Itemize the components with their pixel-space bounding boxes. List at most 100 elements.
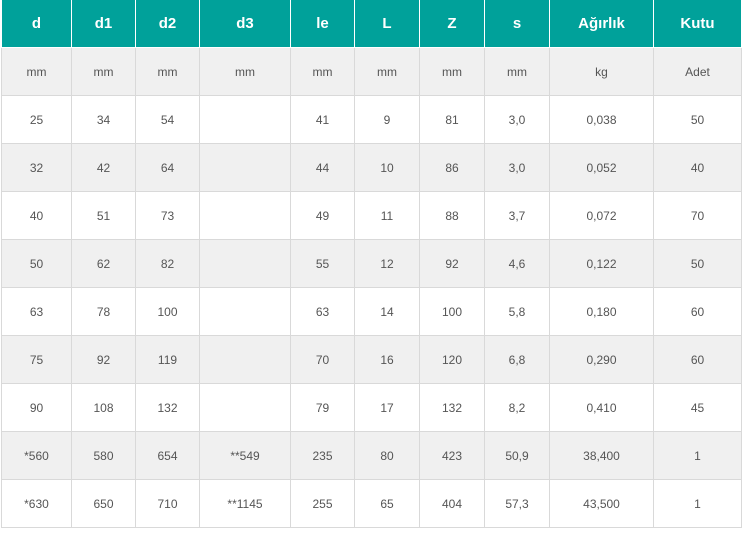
table-row: 40 51 73 49 11 88 3,7 0,072 70 <box>1 191 742 240</box>
table-cell: 65 <box>354 479 420 528</box>
header-cell: Z <box>419 0 485 48</box>
unit-cell: mm <box>354 47 420 96</box>
table-cell: 50,9 <box>484 431 550 480</box>
header-cell: d3 <box>199 0 291 48</box>
table-cell: 4,6 <box>484 239 550 288</box>
table-cell: 0,410 <box>549 383 654 432</box>
table-cell: 10 <box>354 143 420 192</box>
table-row: *560 580 654 **549 235 80 423 50,9 38,400 1 <box>1 431 742 480</box>
table-cell: 0,122 <box>549 239 654 288</box>
table-cell: 12 <box>354 239 420 288</box>
header-cell: Kutu <box>653 0 742 48</box>
table-row: 90 108 132 79 17 132 8,2 0,410 45 <box>1 383 742 432</box>
table-cell: 40 <box>1 191 72 240</box>
table-cell: 82 <box>135 239 200 288</box>
table-cell: 60 <box>653 335 742 384</box>
table-row: 75 92 119 70 16 120 6,8 0,290 60 <box>1 335 742 384</box>
table-cell: 70 <box>653 191 742 240</box>
unit-cell: kg <box>549 47 654 96</box>
table-cell: 108 <box>71 383 136 432</box>
table-cell: 423 <box>419 431 485 480</box>
header-cell: le <box>290 0 355 48</box>
table-cell: 49 <box>290 191 355 240</box>
table-cell: 404 <box>419 479 485 528</box>
table-cell: 75 <box>1 335 72 384</box>
table-cell: 654 <box>135 431 200 480</box>
table-cell: 17 <box>354 383 420 432</box>
header-row: d d1 d2 d3 le L Z s Ağırlık Kutu <box>1 0 742 48</box>
table-cell: *560 <box>1 431 72 480</box>
unit-cell: mm <box>1 47 72 96</box>
unit-cell: mm <box>135 47 200 96</box>
table-cell <box>199 143 291 192</box>
table-cell: 42 <box>71 143 136 192</box>
table-cell: 5,8 <box>484 287 550 336</box>
table-cell: 11 <box>354 191 420 240</box>
table-cell: 81 <box>419 95 485 144</box>
table-cell: 50 <box>1 239 72 288</box>
table-cell: 73 <box>135 191 200 240</box>
table-cell: 92 <box>419 239 485 288</box>
table-cell: 580 <box>71 431 136 480</box>
table-cell: 100 <box>135 287 200 336</box>
table-cell: 1 <box>653 431 742 480</box>
table-cell: 34 <box>71 95 136 144</box>
table-cell: 9 <box>354 95 420 144</box>
table-cell: 54 <box>135 95 200 144</box>
table-cell: 119 <box>135 335 200 384</box>
table-cell: 0,072 <box>549 191 654 240</box>
table-row: 25 34 54 41 9 81 3,0 0,038 50 <box>1 95 742 144</box>
table-cell: 38,400 <box>549 431 654 480</box>
table-cell: 63 <box>290 287 355 336</box>
table-cell: **1145 <box>199 479 291 528</box>
table-cell: 100 <box>419 287 485 336</box>
table-cell: 86 <box>419 143 485 192</box>
table-cell: 0,290 <box>549 335 654 384</box>
table-cell: 88 <box>419 191 485 240</box>
table-cell: 51 <box>71 191 136 240</box>
table-cell: 57,3 <box>484 479 550 528</box>
table-cell: 41 <box>290 95 355 144</box>
unit-cell: mm <box>290 47 355 96</box>
table-cell: 64 <box>135 143 200 192</box>
table-cell: 55 <box>290 239 355 288</box>
table-cell: 25 <box>1 95 72 144</box>
table-cell: 43,500 <box>549 479 654 528</box>
table-cell: 62 <box>71 239 136 288</box>
table-cell: 45 <box>653 383 742 432</box>
header-cell: s <box>484 0 550 48</box>
table-cell: 60 <box>653 287 742 336</box>
unit-cell: mm <box>199 47 291 96</box>
table-cell: 80 <box>354 431 420 480</box>
table-cell: *630 <box>1 479 72 528</box>
table-row: 63 78 100 63 14 100 5,8 0,180 60 <box>1 287 742 336</box>
table-row: 50 62 82 55 12 92 4,6 0,122 50 <box>1 239 742 288</box>
table-cell: 40 <box>653 143 742 192</box>
unit-cell: mm <box>71 47 136 96</box>
table-cell: 90 <box>1 383 72 432</box>
table-body: 25 34 54 41 9 81 3,0 0,038 50 32 42 64 44 10 86 3,0 0,05… <box>1 95 742 528</box>
table-cell: 3,7 <box>484 191 550 240</box>
table-cell: 70 <box>290 335 355 384</box>
table-cell: 0,180 <box>549 287 654 336</box>
table-cell: 50 <box>653 95 742 144</box>
table-cell: 50 <box>653 239 742 288</box>
table-cell: 132 <box>135 383 200 432</box>
table-cell: 1 <box>653 479 742 528</box>
header-cell: L <box>354 0 420 48</box>
table-cell: 78 <box>71 287 136 336</box>
table-cell: 3,0 <box>484 95 550 144</box>
table-cell: 120 <box>419 335 485 384</box>
unit-cell: mm <box>419 47 485 96</box>
header-cell: d2 <box>135 0 200 48</box>
table-cell: 650 <box>71 479 136 528</box>
unit-cell: mm <box>484 47 550 96</box>
table-cell <box>199 191 291 240</box>
table-cell: 32 <box>1 143 72 192</box>
table-cell: 6,8 <box>484 335 550 384</box>
table-cell: 16 <box>354 335 420 384</box>
table-cell <box>199 335 291 384</box>
table-cell <box>199 287 291 336</box>
table-cell <box>199 95 291 144</box>
